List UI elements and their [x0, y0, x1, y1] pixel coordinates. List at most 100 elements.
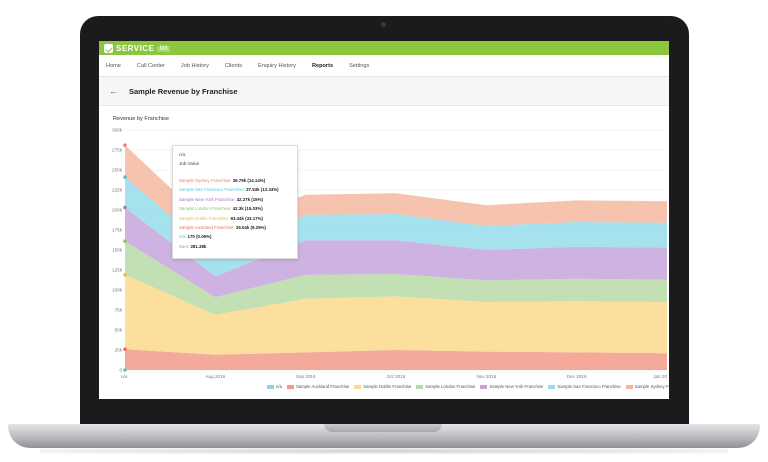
series-area-1[interactable]	[125, 349, 667, 370]
y-tick-label: 250k	[112, 168, 123, 173]
y-tick-label: 175k	[112, 228, 123, 233]
screen: SERVICE M8 Home Call Center Job History …	[99, 41, 669, 399]
x-tick-label: Dec 2016	[567, 374, 587, 379]
hover-point	[123, 239, 127, 243]
nav-reports[interactable]: Reports	[311, 62, 334, 69]
hover-point	[123, 368, 127, 372]
legend-item[interactable]: Sample New York Franchise	[480, 384, 543, 389]
legend-label: Sample Auckland Franchise	[295, 384, 350, 389]
laptop-shadow	[40, 448, 728, 454]
tooltip-row: n/a: 170 (0.06%)	[179, 234, 211, 239]
y-tick-label: 100k	[112, 288, 123, 293]
y-tick-label: 225k	[112, 188, 123, 193]
tooltip-row-value: 170 (0.06%)	[187, 234, 212, 240]
tooltip-row: Sample Auckland Franchise: 26.04k (9.25%…	[179, 225, 266, 230]
tooltip-row-value: 281.38k	[190, 243, 207, 249]
legend-item[interactable]: n/a	[267, 384, 282, 389]
legend-label: Sample New York Franchise	[489, 384, 544, 389]
series-area-4[interactable]	[125, 207, 667, 298]
tooltip-row-label: Sample San Francisco Franchise:	[179, 187, 247, 193]
logo-text: SERVICE	[116, 44, 155, 53]
tooltip-row: Sample Sydney Franchise: 39.79k (14.14%)	[179, 178, 265, 183]
x-tick-label: Nov 2016	[476, 374, 496, 379]
tooltip-row-value: 26.04k (9.25%)	[235, 225, 266, 230]
laptop-notch	[324, 424, 442, 432]
legend-item[interactable]: Sample San Francisco Franchise	[548, 384, 621, 389]
page-title: Sample Revenue by Franchise	[129, 87, 238, 96]
legend-item[interactable]: Sample Sydney Franchise	[625, 384, 669, 389]
tooltip-row-label: Sample Sydney Franchise:	[179, 178, 233, 183]
chart-legend: n/a Sample Auckland Franchise Sample Dubli…	[267, 384, 669, 389]
logo-sub: M8	[157, 45, 170, 52]
x-tick-label: Aug 2016	[205, 374, 225, 379]
x-tick-label: Sep 2016	[296, 374, 316, 379]
hover-point	[123, 347, 127, 351]
logo[interactable]: SERVICE M8	[104, 43, 170, 54]
y-tick-label: 50k	[115, 328, 123, 333]
tooltip-row: Sum: 281.38k	[179, 244, 206, 249]
tooltip-row-value: 93.34k (33.17%)	[230, 215, 263, 221]
tooltip-row-value: 39.79k (14.14%)	[232, 178, 266, 183]
legend-swatch	[354, 384, 362, 389]
x-tick-label: n/a	[121, 374, 128, 379]
legend-label: Sample San Francisco Franchise	[557, 384, 621, 389]
nav-settings[interactable]: Settings	[349, 62, 370, 69]
series-area-3[interactable]	[125, 241, 667, 315]
x-tick-label: Jan 20	[653, 374, 667, 379]
y-tick-label: 300k	[112, 128, 123, 133]
tooltip-row-label: Sample New York Franchise:	[179, 196, 237, 202]
tooltip-row: Sample London Franchise: 42.3k (15.03%)	[179, 206, 263, 211]
tooltip-row-label: Sum:	[179, 243, 191, 249]
tooltip-row-value: 42.3k (15.03%)	[232, 206, 263, 212]
hover-point	[123, 273, 127, 277]
legend-label: Sample Sydney Franchise	[634, 384, 669, 389]
nav-clients[interactable]: Clients	[224, 62, 242, 69]
y-tick-label: 275k	[112, 148, 123, 153]
legend-label: Sample London Franchise	[425, 384, 476, 389]
y-tick-label: 150k	[112, 248, 123, 253]
legend-item[interactable]: Sample Auckland Franchise	[286, 384, 350, 389]
legend-swatch	[625, 384, 633, 389]
tooltip-subheader: Job Value	[179, 161, 200, 166]
main-nav: Home Call Center Job History Clients Enq…	[99, 55, 669, 77]
nav-home[interactable]: Home	[106, 62, 121, 69]
y-tick-label: 0	[119, 368, 122, 373]
y-tick-label: 125k	[112, 268, 123, 273]
legend-swatch	[267, 384, 274, 389]
legend-item[interactable]: Sample Dublin Franchise	[354, 384, 411, 389]
hover-point	[123, 175, 127, 179]
x-tick-label: Oct 2016	[387, 374, 406, 379]
chart-title: Revenue by Franchise	[113, 116, 169, 122]
nav-call-center[interactable]: Call Center	[136, 62, 165, 69]
legend-label: Sample Dublin Franchise	[363, 384, 412, 389]
tooltip-row-value: 42.27k (15%)	[236, 196, 263, 202]
y-tick-label: 25k	[115, 348, 123, 353]
legend-swatch	[416, 384, 424, 389]
tooltip-row: Sample New York Franchise: 42.27k (15%)	[179, 197, 263, 202]
hover-point	[123, 143, 127, 147]
series-area-2[interactable]	[125, 274, 667, 355]
legend-swatch	[480, 384, 488, 389]
tooltip-row: Sample San Francisco Franchise: 37.53k (…	[179, 187, 279, 192]
legend-item[interactable]: Sample London Franchise	[416, 384, 475, 389]
tooltip-row-label: Sample Auckland Franchise:	[179, 225, 236, 230]
tooltip-row-label: n/a:	[179, 234, 188, 240]
page-header: ← Sample Revenue by Franchise	[99, 77, 669, 106]
nav-enquiry-history[interactable]: Enquiry History	[258, 62, 296, 69]
tooltip-row: Sample Dublin Franchise: 93.34k (33.17%)	[179, 216, 263, 221]
y-tick-label: 75k	[115, 308, 123, 313]
tooltip-row-label: Sample Dublin Franchise:	[179, 215, 231, 221]
tooltip-row-label: Sample London Franchise:	[179, 206, 233, 212]
logo-check-icon	[104, 44, 113, 53]
chart-tooltip: n/a Job Value Sample Sydney Franchise: 3…	[172, 145, 298, 259]
legend-swatch	[286, 384, 294, 389]
camera-icon	[381, 22, 386, 27]
legend-swatch	[548, 384, 556, 389]
tooltip-row-value: 37.53k (13.34%)	[246, 187, 279, 193]
hover-point	[123, 205, 127, 210]
nav-job-history[interactable]: Job History	[180, 62, 209, 69]
y-tick-label: 200k	[112, 208, 123, 213]
arrow-left-icon[interactable]: ←	[109, 86, 118, 96]
legend-label: n/a	[276, 384, 282, 389]
top-bar: SERVICE M8	[99, 41, 669, 55]
